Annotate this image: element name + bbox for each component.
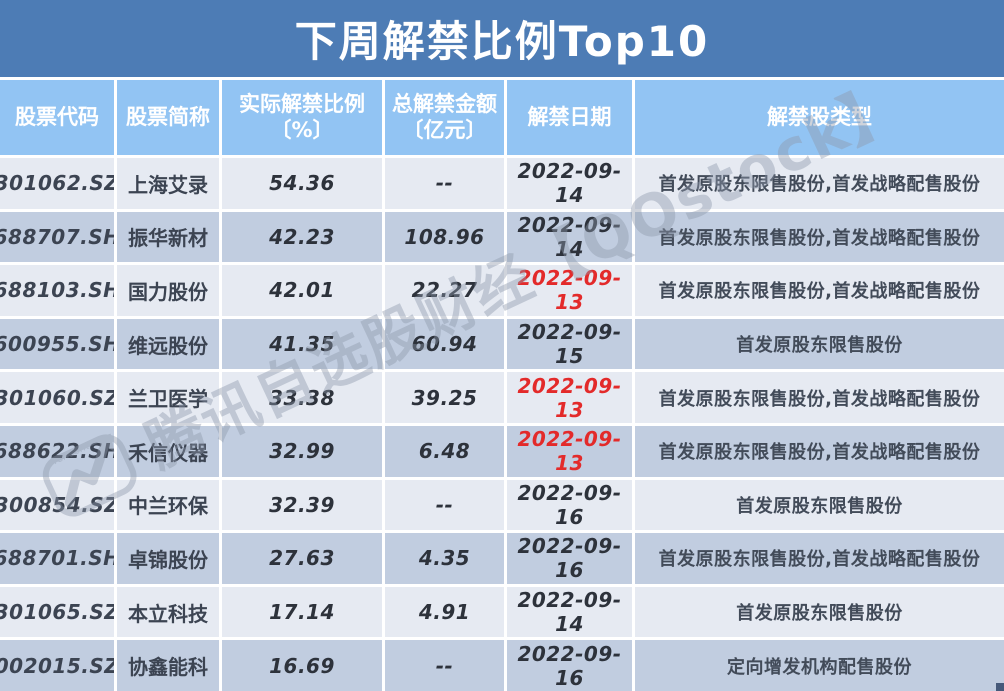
cell-stock-name: 中兰环保 xyxy=(117,479,219,531)
cell-unlock-ratio: 32.99 xyxy=(222,425,382,477)
cell-stock-name: 国力股份 xyxy=(117,265,219,316)
cell-unlock-type: 首发原股东限售股份 xyxy=(635,318,1004,370)
cell-unlock-amount: 6.48 xyxy=(385,425,504,477)
cell-stock-name: 维远股份 xyxy=(117,318,219,370)
column-header-ratio: 实际解禁比例 〔%〕 xyxy=(222,80,382,155)
cell-unlock-ratio: 33.38 xyxy=(222,372,382,423)
cell-stock-code: 688701.SH xyxy=(0,533,114,584)
column-header-code: 股票代码 xyxy=(0,80,114,155)
cell-stock-name: 上海艾录 xyxy=(117,158,219,209)
cell-stock-code: 688707.SH xyxy=(0,211,114,263)
cell-stock-name: 协鑫能科 xyxy=(117,640,219,691)
cell-unlock-type: 首发原股东限售股份 xyxy=(635,586,1004,638)
cell-unlock-ratio: 27.63 xyxy=(222,533,382,584)
column-header-type: 解禁股类型 xyxy=(635,80,1004,155)
page-title: 下周解禁比例Top10 xyxy=(294,17,710,66)
cell-stock-code: 301062.SZ xyxy=(0,158,114,209)
cell-stock-name: 禾信仪器 xyxy=(117,425,219,477)
cell-unlock-type: 首发原股东限售股份,首发战略配售股份 xyxy=(635,211,1004,263)
column-header-name: 股票简称 xyxy=(117,80,219,155)
cell-unlock-ratio: 41.35 xyxy=(222,318,382,370)
cell-unlock-type: 首发原股东限售股份,首发战略配售股份 xyxy=(635,533,1004,584)
column-header-amount: 总解禁金额 〔亿元〕 xyxy=(385,80,504,155)
cell-stock-name: 本立科技 xyxy=(117,586,219,638)
cell-unlock-ratio: 42.01 xyxy=(222,265,382,316)
cell-unlock-amount: 4.35 xyxy=(385,533,504,584)
corner-artifact xyxy=(996,683,1004,691)
cell-unlock-ratio: 16.69 xyxy=(222,640,382,691)
cell-unlock-amount: 39.25 xyxy=(385,372,504,423)
cell-unlock-amount: 22.27 xyxy=(385,265,504,316)
cell-unlock-ratio: 17.14 xyxy=(222,586,382,638)
cell-unlock-amount: -- xyxy=(385,479,504,531)
cell-unlock-ratio: 42.23 xyxy=(222,211,382,263)
cell-unlock-date: 2022-09-13 xyxy=(507,372,632,423)
cell-stock-name: 卓锦股份 xyxy=(117,533,219,584)
cell-stock-name: 振华新材 xyxy=(117,211,219,263)
cell-unlock-amount: 108.96 xyxy=(385,211,504,263)
cell-unlock-date: 2022-09-13 xyxy=(507,425,632,477)
cell-unlock-amount: -- xyxy=(385,158,504,209)
cell-unlock-date: 2022-09-14 xyxy=(507,586,632,638)
cell-unlock-type: 首发原股东限售股份,首发战略配售股份 xyxy=(635,425,1004,477)
column-header-date: 解禁日期 xyxy=(507,80,632,155)
cell-unlock-ratio: 54.36 xyxy=(222,158,382,209)
cell-unlock-type: 首发原股东限售股份 xyxy=(635,479,1004,531)
cell-unlock-amount: 4.91 xyxy=(385,586,504,638)
cell-stock-code: 688622.SH xyxy=(0,425,114,477)
cell-unlock-type: 首发原股东限售股份,首发战略配售股份 xyxy=(635,372,1004,423)
cell-unlock-type: 首发原股东限售股份,首发战略配售股份 xyxy=(635,265,1004,316)
cell-stock-name: 兰卫医学 xyxy=(117,372,219,423)
cell-unlock-date: 2022-09-14 xyxy=(507,158,632,209)
cell-unlock-date: 2022-09-13 xyxy=(507,265,632,316)
cell-stock-code: 688103.SH xyxy=(0,265,114,316)
cell-unlock-date: 2022-09-15 xyxy=(507,318,632,370)
cell-unlock-type: 首发原股东限售股份,首发战略配售股份 xyxy=(635,158,1004,209)
cell-stock-code: 300854.SZ xyxy=(0,479,114,531)
unlock-table: 股票代码 股票简称 实际解禁比例 〔%〕 总解禁金额 〔亿元〕 解禁日期 解禁股… xyxy=(0,80,1004,691)
cell-unlock-amount: 60.94 xyxy=(385,318,504,370)
title-bar: 下周解禁比例Top10 xyxy=(0,0,1004,77)
cell-unlock-ratio: 32.39 xyxy=(222,479,382,531)
cell-stock-code: 002015.SZ xyxy=(0,640,114,691)
cell-unlock-date: 2022-09-16 xyxy=(507,479,632,531)
cell-unlock-date: 2022-09-14 xyxy=(507,211,632,263)
cell-unlock-type: 定向增发机构配售股份 xyxy=(635,640,1004,691)
cell-stock-code: 600955.SH xyxy=(0,318,114,370)
cell-unlock-amount: -- xyxy=(385,640,504,691)
cell-stock-code: 301065.SZ xyxy=(0,586,114,638)
cell-stock-code: 301060.SZ xyxy=(0,372,114,423)
cell-unlock-date: 2022-09-16 xyxy=(507,640,632,691)
cell-unlock-date: 2022-09-16 xyxy=(507,533,632,584)
